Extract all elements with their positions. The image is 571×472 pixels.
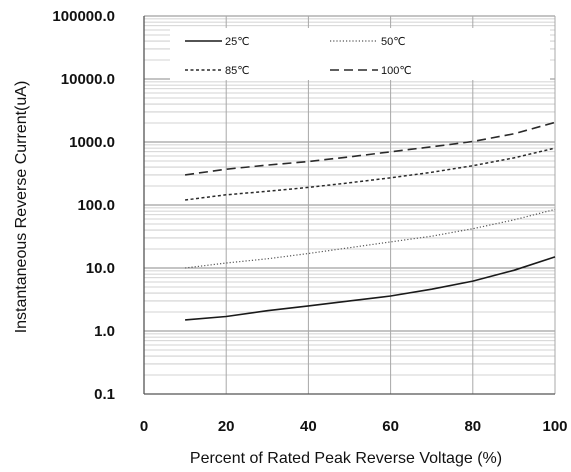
series-line-100c xyxy=(184,121,556,176)
series-lines xyxy=(184,121,556,321)
series-line-85c xyxy=(185,147,556,201)
legend-box xyxy=(170,28,550,80)
y-tick-label: 1.0 xyxy=(94,323,115,340)
legend-label: 50℃ xyxy=(381,36,406,48)
x-axis-title: Percent of Rated Peak Reverse Voltage (%… xyxy=(190,450,502,467)
legend-label: 25℃ xyxy=(225,36,250,48)
y-tick-label: 100000.0 xyxy=(52,8,115,25)
y-tick-label: 1000.0 xyxy=(69,134,115,151)
series-line-25c xyxy=(185,256,556,321)
x-tick-label: 80 xyxy=(464,418,481,435)
legend: 25℃ 50℃ 85℃ 100℃ xyxy=(170,28,550,80)
tick-labels: 0.1 1.0 10.0 100.0 1000.0 10000.0 100000.0 0 20 4… xyxy=(52,8,567,435)
y-axis-title: Instantaneous Reverse Current(uA) xyxy=(13,81,30,334)
y-tick-label: 10000.0 xyxy=(61,71,115,88)
y-tick-label: 10.0 xyxy=(86,260,115,277)
y-tick-label: 0.1 xyxy=(94,386,115,403)
series-line-50c xyxy=(185,208,556,269)
legend-label: 100℃ xyxy=(381,65,412,77)
x-tick-label: 40 xyxy=(300,418,317,435)
legend-label: 85℃ xyxy=(225,65,250,77)
x-tick-label: 100 xyxy=(542,418,567,435)
y-tick-label: 100.0 xyxy=(77,197,115,214)
x-tick-label: 0 xyxy=(140,418,148,435)
x-tick-label: 20 xyxy=(218,418,235,435)
axes xyxy=(143,16,555,395)
x-tick-label: 60 xyxy=(382,418,399,435)
